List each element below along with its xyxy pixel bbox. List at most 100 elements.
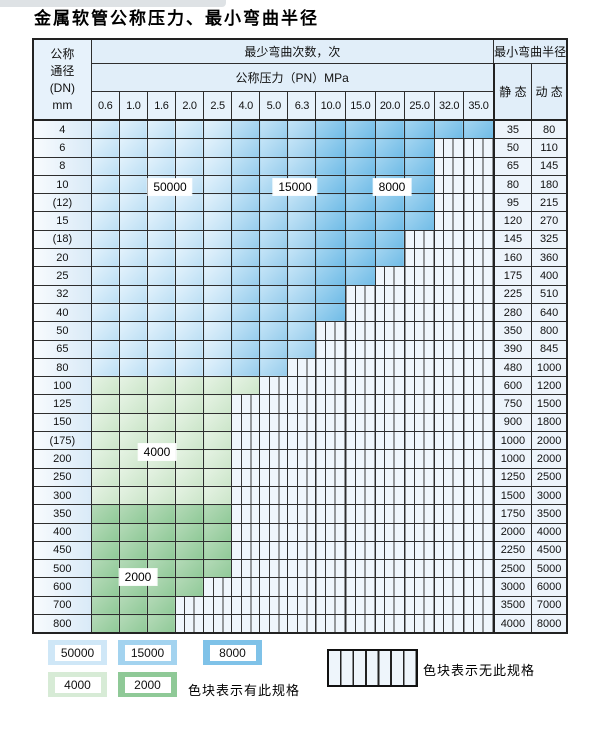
spec-available-cell bbox=[374, 119, 406, 140]
legend-swatch-label: 4000 bbox=[54, 676, 101, 693]
spec-unavailable-cell bbox=[231, 412, 261, 433]
spec-available-cell bbox=[404, 138, 435, 158]
corner-header-line: mm bbox=[52, 97, 73, 112]
dn-cell: 150 bbox=[32, 412, 92, 433]
table-row: 8 65 145 bbox=[32, 156, 568, 176]
spec-unavailable-cell bbox=[287, 522, 317, 542]
dn-cell: 40 bbox=[32, 302, 92, 323]
spec-available-cell bbox=[345, 266, 376, 286]
spec-available-cell bbox=[203, 302, 233, 323]
spec-available-cell bbox=[146, 266, 176, 286]
spec-available-cell bbox=[90, 266, 120, 286]
spec-available-cell bbox=[203, 522, 233, 542]
spec-available-cell bbox=[146, 412, 176, 433]
spec-available-cell bbox=[203, 138, 233, 158]
spec-unavailable-cell bbox=[203, 614, 233, 634]
spec-available-cell bbox=[90, 138, 120, 158]
spec-available-cell bbox=[118, 174, 148, 195]
corner-header-dn: 公称 通径 (DN) mm bbox=[32, 38, 92, 121]
spec-available-cell bbox=[146, 119, 176, 140]
spec-unavailable-cell bbox=[374, 504, 406, 524]
spec-unavailable-cell bbox=[404, 284, 435, 304]
spec-unavailable-cell bbox=[404, 229, 435, 250]
spec-available-cell bbox=[203, 559, 233, 579]
static-radius-cell: 225 bbox=[492, 284, 533, 304]
spec-unavailable-cell bbox=[345, 449, 376, 469]
dynamic-radius-cell: 8000 bbox=[531, 614, 568, 634]
legend-swatch-label: 8000 bbox=[209, 644, 256, 661]
spec-available-cell bbox=[287, 156, 317, 176]
spec-unavailable-cell bbox=[463, 540, 495, 561]
legend-swatch-label: 15000 bbox=[124, 644, 171, 661]
spec-available-cell bbox=[174, 321, 205, 341]
legend-swatch-label: 50000 bbox=[54, 644, 101, 661]
spec-unavailable-cell bbox=[404, 376, 435, 396]
spec-available-cell bbox=[259, 357, 289, 378]
spec-available-cell bbox=[146, 302, 176, 323]
spec-available-cell bbox=[146, 376, 176, 396]
spec-available-cell bbox=[118, 485, 148, 506]
spec-available-cell bbox=[231, 284, 261, 304]
spec-available-cell bbox=[118, 376, 148, 396]
table-row: 500 2500 5000 bbox=[32, 559, 568, 579]
spec-unavailable-cell bbox=[463, 449, 495, 469]
dn-cell: 10 bbox=[32, 174, 92, 195]
spec-available-cell bbox=[231, 376, 261, 396]
spec-unavailable-cell bbox=[404, 504, 435, 524]
dynamic-radius-cell: 4500 bbox=[531, 540, 568, 561]
spec-available-cell bbox=[146, 485, 176, 506]
spec-unavailable-cell bbox=[433, 211, 465, 231]
spec-available-cell bbox=[174, 394, 205, 414]
pressure-column-header: 35.0 bbox=[463, 91, 495, 121]
static-radius-cell: 600 bbox=[492, 376, 533, 396]
spec-unavailable-cell bbox=[259, 431, 289, 451]
spec-unavailable-cell bbox=[404, 302, 435, 323]
spec-unavailable-cell bbox=[374, 394, 406, 414]
spec-available-cell bbox=[203, 540, 233, 561]
spec-available-cell bbox=[174, 284, 205, 304]
spec-unavailable-cell bbox=[374, 559, 406, 579]
spec-unavailable-cell bbox=[259, 394, 289, 414]
spec-unavailable-cell bbox=[315, 339, 347, 359]
spec-unavailable-cell bbox=[404, 577, 435, 597]
dn-cell: 15 bbox=[32, 211, 92, 231]
spec-unavailable-cell bbox=[287, 357, 317, 378]
spec-available-cell bbox=[174, 248, 205, 268]
spec-available-cell bbox=[203, 431, 233, 451]
dn-cell: 50 bbox=[32, 321, 92, 341]
spec-available-cell bbox=[315, 284, 347, 304]
spec-unavailable-cell bbox=[315, 357, 347, 378]
spec-unavailable-cell bbox=[463, 156, 495, 176]
pressure-column-header: 6.3 bbox=[287, 91, 317, 121]
static-radius-cell: 3500 bbox=[492, 595, 533, 616]
pressure-column-header: 4.0 bbox=[231, 91, 261, 121]
spec-unavailable-cell bbox=[404, 339, 435, 359]
spec-available-cell bbox=[287, 229, 317, 250]
spec-available-cell bbox=[118, 211, 148, 231]
dynamic-radius-cell: 845 bbox=[531, 339, 568, 359]
dn-cell: 450 bbox=[32, 540, 92, 561]
spec-unavailable-cell bbox=[315, 431, 347, 451]
spec-unavailable-cell bbox=[315, 321, 347, 341]
spec-available-cell bbox=[315, 174, 347, 195]
dynamic-radius-cell: 3500 bbox=[531, 504, 568, 524]
spec-unavailable-cell bbox=[259, 577, 289, 597]
spec-unavailable-cell bbox=[463, 559, 495, 579]
spec-unavailable-cell bbox=[433, 394, 465, 414]
dynamic-radius-cell: 215 bbox=[531, 193, 568, 213]
spec-unavailable-cell bbox=[231, 540, 261, 561]
spec-unavailable-cell bbox=[174, 614, 205, 634]
legend-swatch: 15000 bbox=[118, 640, 177, 665]
spec-available-cell bbox=[118, 339, 148, 359]
table-row: 200 1000 2000 bbox=[32, 449, 568, 469]
spec-unavailable-cell bbox=[463, 211, 495, 231]
corner-header-line: 公称 bbox=[50, 46, 75, 61]
table-row: 600 3000 6000 bbox=[32, 577, 568, 597]
spec-unavailable-cell bbox=[345, 284, 376, 304]
spec-unavailable-cell bbox=[463, 504, 495, 524]
spec-available-cell bbox=[231, 119, 261, 140]
spec-unavailable-cell bbox=[231, 595, 261, 616]
spec-unavailable-cell bbox=[374, 302, 406, 323]
table-row: 6 50 110 bbox=[32, 138, 568, 158]
spec-unavailable-cell bbox=[404, 266, 435, 286]
